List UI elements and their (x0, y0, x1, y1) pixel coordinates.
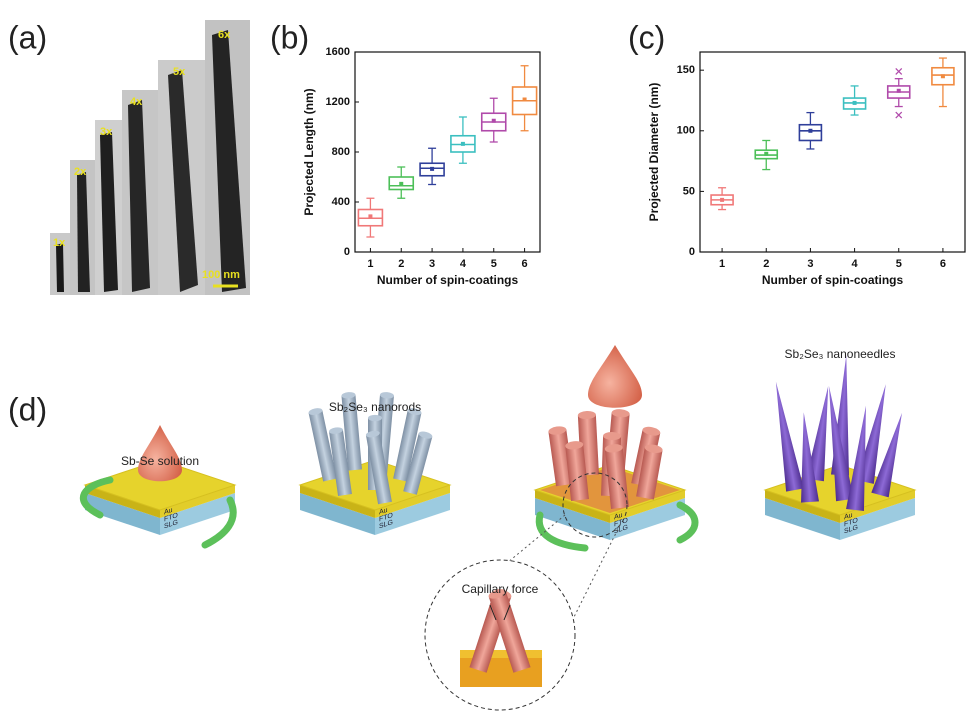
y-tick-label: 100 (677, 125, 695, 137)
y-tick-label: 0 (344, 246, 350, 258)
plot-frame (700, 52, 965, 252)
x-tick-label: 4 (460, 258, 467, 270)
scale-bar-label: 100 nm (202, 269, 240, 281)
outlier (896, 112, 902, 118)
x-tick-label: 5 (896, 258, 902, 270)
mean (399, 182, 403, 186)
mean (941, 74, 945, 78)
x-tick-label: 1 (719, 258, 725, 270)
x-tick-label: 2 (398, 258, 404, 270)
nanoneedles-label: Sb₂Se₃ nanoneedles (785, 347, 896, 361)
rod-top (368, 415, 382, 421)
y-axis-label: Projected Diameter (nm) (647, 83, 661, 222)
box-chart: 0 50 100 150 1 2 3 4 5 6 Number of spin-coatings Pr… (647, 52, 965, 287)
panel-label: (d) (8, 391, 47, 427)
inset-film-top (460, 650, 542, 658)
y-tick-label: 400 (332, 196, 350, 208)
nanorods-label: Sb₂Se₃ nanorods (329, 400, 421, 414)
charts: 040080012001600123456Number of spin-coat… (302, 46, 965, 287)
mean (720, 198, 724, 202)
mean (492, 119, 496, 123)
y-tick-label: 0 (689, 246, 695, 258)
x-tick-label: 3 (429, 258, 435, 270)
mean (461, 142, 465, 146)
panel-label: (a) (8, 19, 47, 55)
tem-label: 3x (100, 126, 113, 138)
tem-label: 2x (74, 166, 87, 178)
micrograph (50, 20, 250, 295)
zoom-line (570, 525, 620, 625)
outlier (896, 68, 902, 74)
mean (764, 152, 768, 156)
x-tick-label: 2 (763, 258, 769, 270)
x-tick-label: 3 (807, 258, 813, 270)
x-tick-label: 4 (852, 258, 859, 270)
nanoneedle (767, 380, 804, 491)
x-tick-label: 5 (491, 258, 497, 270)
x-tick-label: 6 (940, 258, 946, 270)
y-tick-label: 800 (332, 146, 350, 158)
mean (523, 98, 527, 102)
capillary-label: Capillary force (462, 582, 539, 596)
y-tick-label: 1200 (326, 96, 350, 108)
mean (897, 89, 901, 93)
tem-label: 6x (218, 29, 231, 41)
solution-label: Sb-Se solution (121, 454, 199, 468)
page: {"panel_labels": ["(a)", "(b)", "(c)", "… (0, 0, 969, 722)
tem-label: 1x (53, 237, 66, 249)
panel-label: (c) (628, 19, 665, 55)
needle-body (767, 380, 804, 491)
y-tick-label: 1600 (326, 46, 350, 58)
panel-label: (b) (270, 19, 309, 55)
x-tick-label: 6 (522, 258, 528, 270)
figure: (a) (b) (c) (d) 1x 2x 3x 4x 5x 6x 100 nm… (0, 0, 969, 717)
mean (808, 129, 812, 133)
tem-label: 4x (130, 96, 143, 108)
x-axis-label: Number of spin-coatings (377, 273, 519, 287)
mean (368, 214, 372, 218)
y-axis-label: Projected Length (nm) (302, 88, 316, 215)
droplet (588, 345, 642, 408)
droplet (138, 425, 182, 481)
tem-label: 5x (173, 66, 186, 78)
y-tick-label: 150 (677, 64, 695, 76)
mean (430, 167, 434, 171)
mean (853, 101, 857, 105)
x-tick-label: 1 (367, 258, 373, 270)
schematic: AuFTOSLGSb-Se solutionAuFTOSLGSb₂Se₃ nan… (83, 345, 915, 710)
x-axis-label: Number of spin-coatings (762, 273, 904, 287)
y-tick-label: 50 (683, 185, 695, 197)
